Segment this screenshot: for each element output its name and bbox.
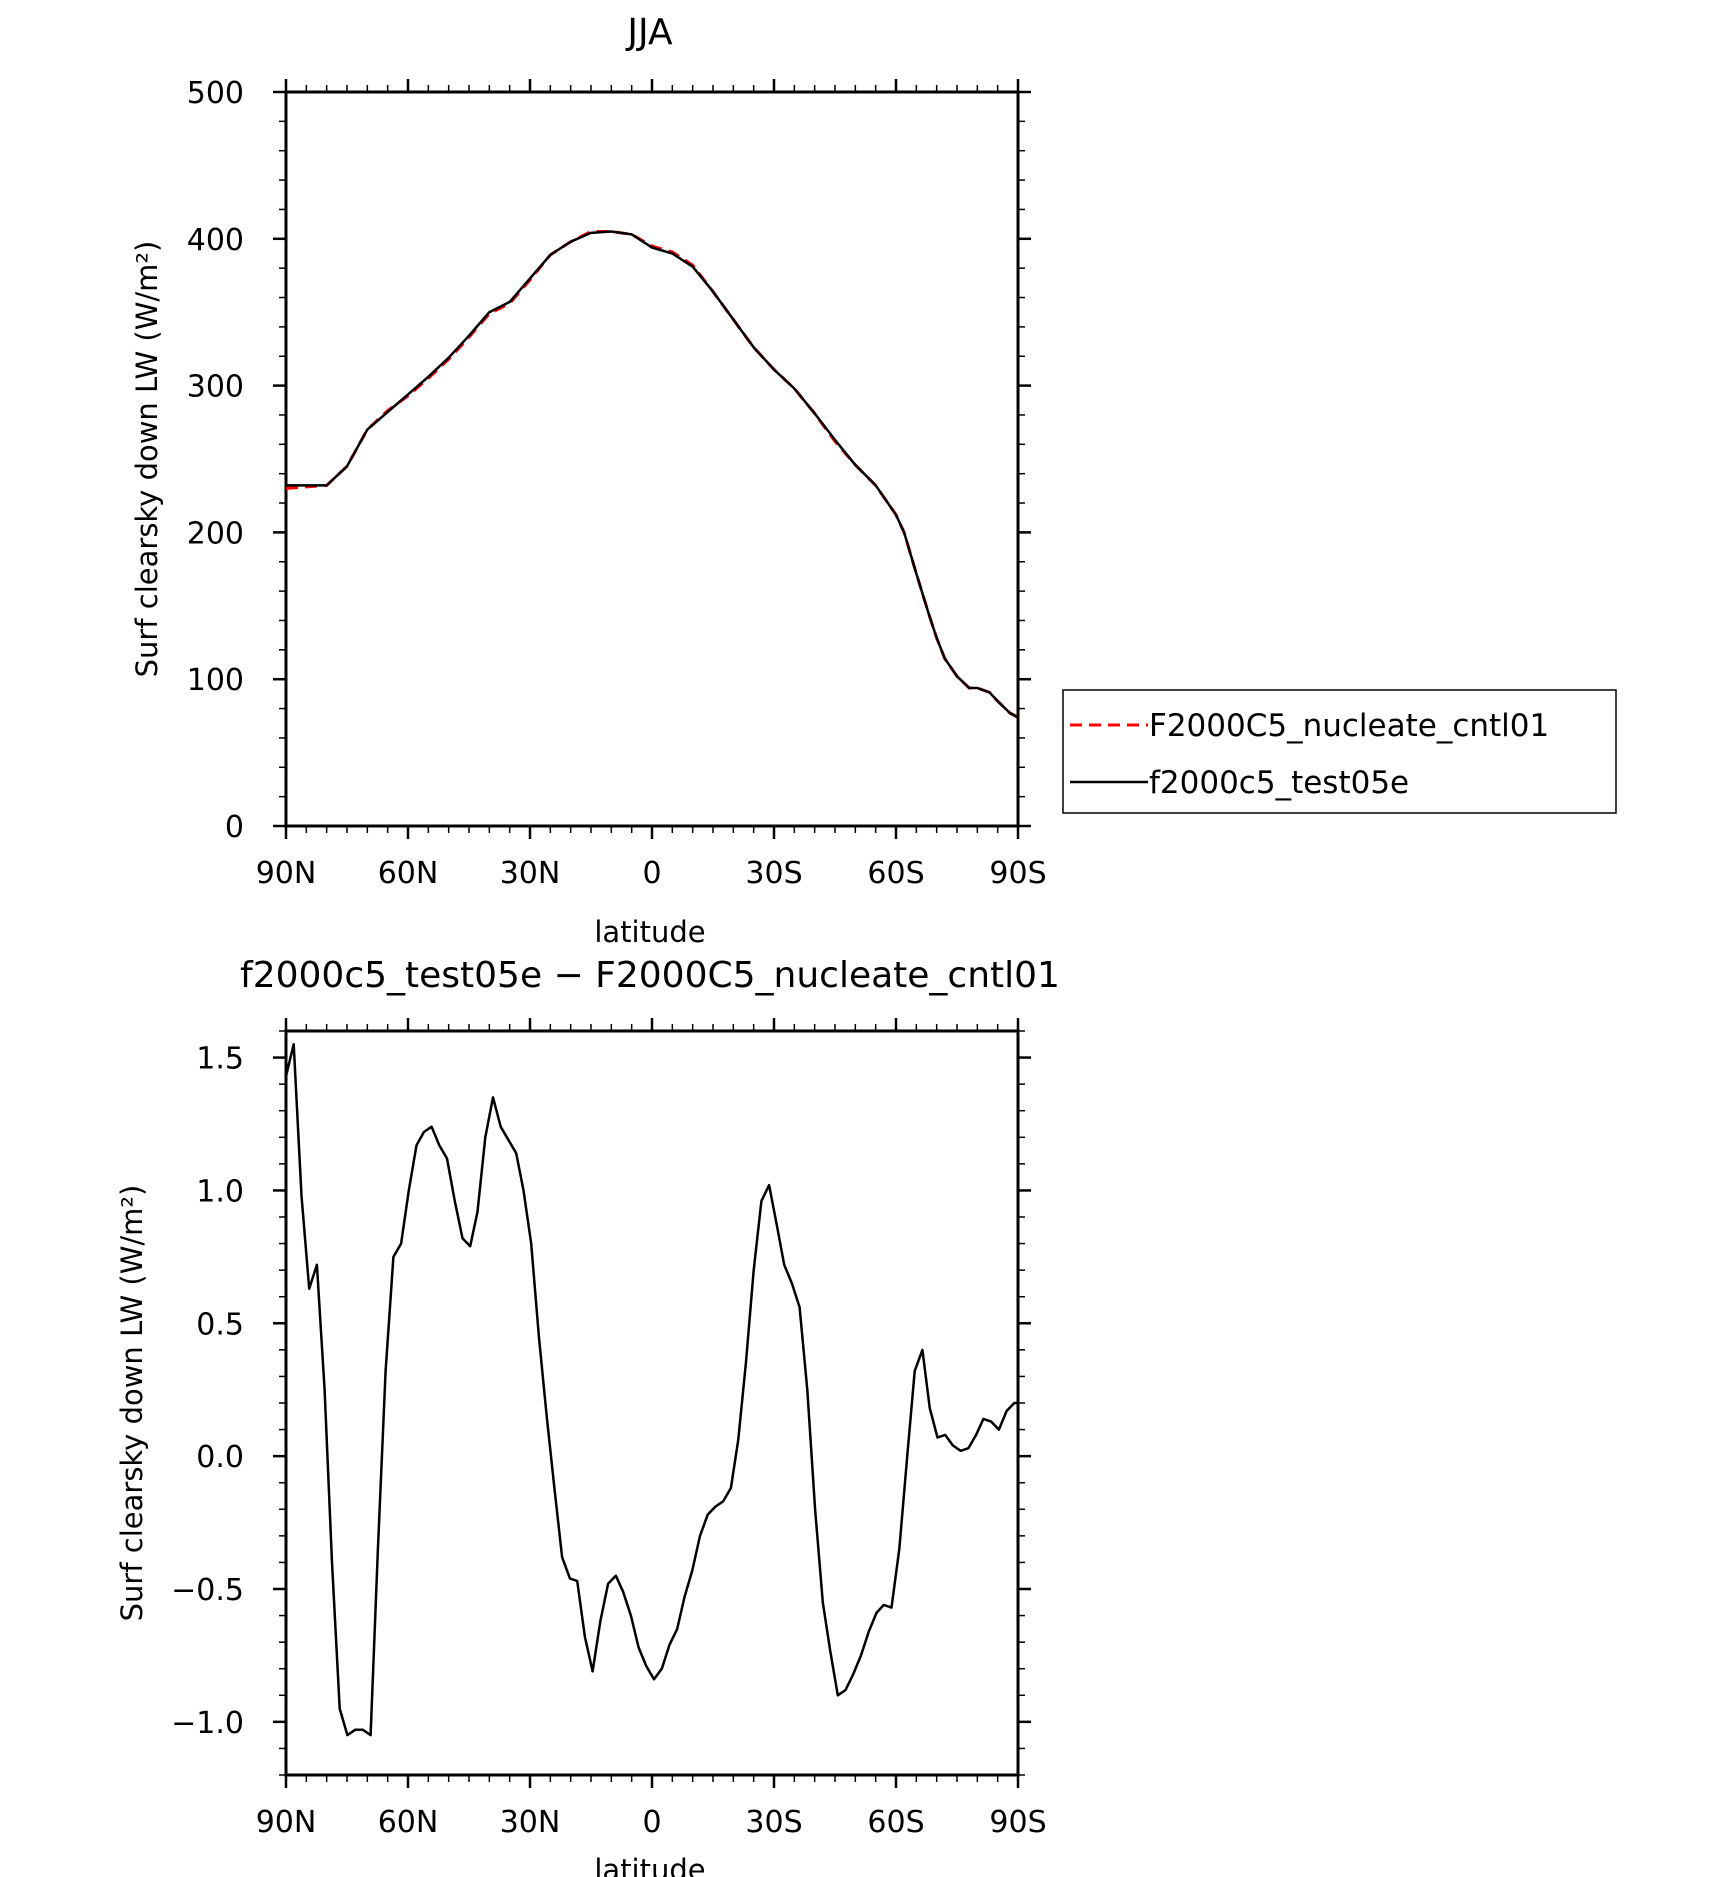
x-tick-label: 90S xyxy=(989,856,1046,891)
bottom-plot-frame xyxy=(284,1029,1020,1777)
x-tick-label: 0 xyxy=(642,856,661,891)
x-tick-label: 60N xyxy=(378,1805,439,1840)
top-y-axis-label: Surf clearsky down LW (W/m²) xyxy=(130,241,164,678)
top-ticks xyxy=(273,79,1031,839)
bottom-lines xyxy=(284,1043,1018,1737)
y-tick-label: 0 xyxy=(225,810,244,845)
y-tick-label: 0.0 xyxy=(196,1440,244,1475)
bottom-x-axis-label: latitude xyxy=(594,1853,705,1877)
bottom-ticks xyxy=(273,1018,1031,1788)
x-tick-label: 60S xyxy=(867,1805,924,1840)
x-tick-label: 30S xyxy=(745,1805,802,1840)
y-tick-label: −1.0 xyxy=(171,1706,244,1741)
y-tick-label: 1.0 xyxy=(196,1174,244,1209)
panel-top: JJA 90N 60N 30N 0 30S 60S 90S0100200300400500 … xyxy=(130,12,1617,949)
y-tick-label: 400 xyxy=(187,223,244,258)
x-tick-label: 60N xyxy=(378,856,439,891)
legend-box xyxy=(1062,689,1617,814)
series-line-1-0 xyxy=(284,1043,1018,1737)
top-plot-frame xyxy=(284,90,1020,828)
series-line-0-0 xyxy=(285,230,1019,719)
y-tick-label: 100 xyxy=(187,663,244,698)
y-tick-label: 1.5 xyxy=(196,1042,244,1077)
x-tick-label: 30N xyxy=(500,856,561,891)
top-x-axis-label: latitude xyxy=(594,915,705,949)
x-tick-label: 60S xyxy=(867,856,924,891)
series-line-0-1 xyxy=(286,230,1019,719)
x-tick-label: 90N xyxy=(256,856,317,891)
top-tick-labels: 90N 60N 30N 0 30S 60S 90S 0 100 200 300 400 500 xyxy=(187,76,1047,891)
y-tick-label: −0.5 xyxy=(171,1573,244,1608)
top-lines xyxy=(285,230,1019,719)
x-tick-label: 30N xyxy=(500,1805,561,1840)
y-tick-label: 300 xyxy=(187,370,244,405)
bottom-tick-labels: 90N 60N 30N 0 30S 60S 90S −1.0 −0.5 0.0 0.5 1.0 1.5 xyxy=(171,1042,1046,1840)
x-tick-label: 0 xyxy=(642,1805,661,1840)
legend: F2000C5_nucleate_cntl01 f2000c5_test05e xyxy=(1062,689,1617,814)
legend-label-test05e: f2000c5_test05e xyxy=(1149,765,1409,801)
x-tick-label: 90N xyxy=(256,1805,317,1840)
top-title: JJA xyxy=(625,12,673,53)
bottom-title: f2000c5_test05e − F2000C5_nucleate_cntl0… xyxy=(240,955,1060,996)
legend-label-cntl01: F2000C5_nucleate_cntl01 xyxy=(1149,708,1549,744)
x-tick-label: 90S xyxy=(989,1805,1046,1840)
y-tick-label: 0.5 xyxy=(196,1307,244,1342)
y-tick-label: 200 xyxy=(187,516,244,551)
y-tick-label: 500 xyxy=(187,76,244,111)
bottom-y-axis-label: Surf clearsky down LW (W/m²) xyxy=(115,1185,149,1622)
x-tick-label: 30S xyxy=(745,856,802,891)
panel-bottom: f2000c5_test05e − F2000C5_nucleate_cntl0… xyxy=(115,955,1060,1877)
